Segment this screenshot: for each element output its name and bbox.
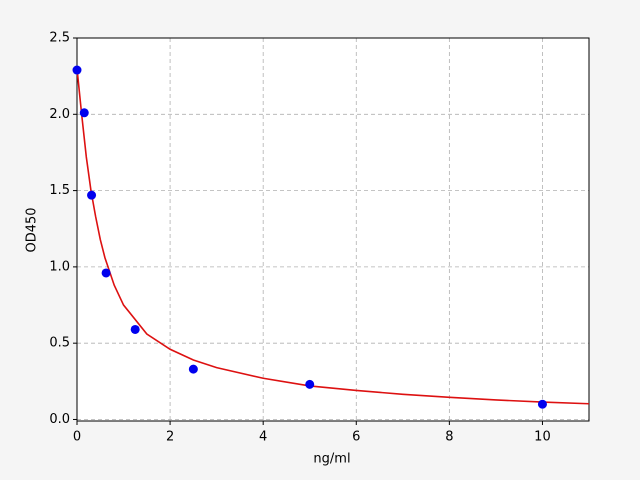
y-tick-label: 2.0 (49, 107, 70, 122)
x-tick-label: 10 (534, 430, 551, 445)
data-point (79, 108, 89, 118)
y-tick-label: 0.5 (49, 336, 70, 351)
data-point (537, 399, 547, 409)
x-tick-label: 6 (352, 430, 360, 445)
data-point (72, 65, 82, 75)
axes-frame (76, 37, 590, 422)
y-tick-label: 0.0 (49, 412, 70, 427)
x-axis-label: ng/ml (313, 452, 350, 467)
data-point (188, 364, 198, 374)
y-tick-label: 1.0 (49, 259, 70, 274)
x-tick-label: 8 (445, 430, 453, 445)
data-point (87, 190, 97, 200)
data-point (305, 379, 315, 389)
x-tick-label: 0 (73, 430, 81, 445)
y-tick-label: 2.5 (49, 31, 70, 46)
x-tick-label: 4 (259, 430, 267, 445)
plot-area (77, 38, 589, 421)
y-axis-label: OD450 (25, 207, 40, 252)
data-point (130, 324, 140, 334)
data-point (101, 268, 111, 278)
x-tick-label: 2 (166, 430, 174, 445)
y-tick-label: 1.5 (49, 183, 70, 198)
